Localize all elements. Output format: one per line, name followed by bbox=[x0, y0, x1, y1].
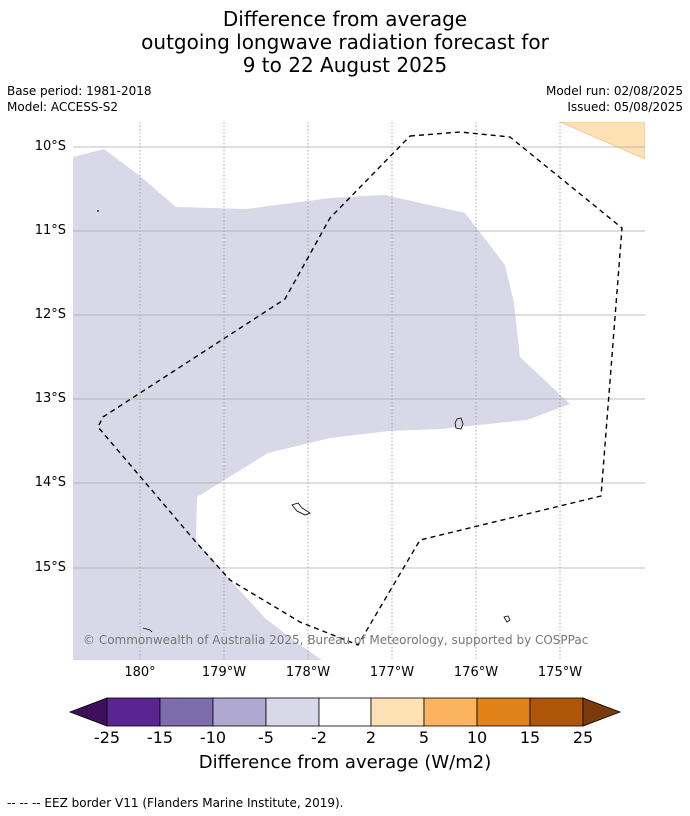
island-small-east bbox=[503, 615, 511, 623]
colorbar-tick: 10 bbox=[466, 728, 488, 747]
lon-label-175w: 175°W bbox=[537, 665, 583, 680]
eez-border bbox=[97, 131, 623, 646]
issued-date: Issued: 05/08/2025 bbox=[567, 100, 683, 114]
colorbar-segment bbox=[476, 697, 531, 727]
colorbar-tick: 5 bbox=[418, 728, 430, 747]
colorbar-tick: 2 bbox=[365, 728, 377, 747]
colorbar-arrow-low bbox=[68, 697, 108, 727]
lon-label-180: 180° bbox=[124, 665, 156, 680]
lat-label-14s: 14°S bbox=[34, 475, 66, 490]
colorbar-tick: 15 bbox=[519, 728, 541, 747]
latitude-gridlines bbox=[73, 146, 645, 569]
title-line-2: outgoing longwave radiation forecast for bbox=[141, 30, 549, 54]
lat-label-12s: 12°S bbox=[34, 307, 66, 322]
colorbar-tick: -25 bbox=[93, 728, 121, 747]
map-credit: © Commonwealth of Australia 2025, Bureau… bbox=[83, 633, 589, 647]
base-period: Base period: 1981-2018 bbox=[7, 84, 152, 98]
title-line-1: Difference from average bbox=[222, 7, 468, 31]
colorbar-arrow-high bbox=[582, 697, 622, 727]
meta-right: Model run: 02/08/2025 Issued: 05/08/2025 bbox=[546, 83, 683, 115]
colorbar-segment bbox=[106, 697, 161, 727]
colorbar-segment bbox=[529, 697, 584, 727]
lat-label-13s: 13°S bbox=[34, 391, 66, 406]
colorbar-segment bbox=[423, 697, 478, 727]
lon-label-177w: 177°W bbox=[369, 665, 415, 680]
model-name: Model: ACCESS-S2 bbox=[7, 100, 119, 114]
map-title: Difference from average outgoing longwav… bbox=[0, 8, 690, 77]
lat-label-10s: 10°S bbox=[34, 139, 66, 154]
colorbar-segment bbox=[159, 697, 214, 727]
meta-left: Base period: 1981-2018 Model: ACCESS-S2 bbox=[7, 83, 152, 115]
colorbar-label: Difference from average (W/m2) bbox=[198, 752, 492, 773]
model-run: Model run: 02/08/2025 bbox=[545, 84, 683, 98]
island-small-west bbox=[142, 627, 153, 633]
colorbar-tick: -10 bbox=[199, 728, 227, 747]
lon-label-179w: 179°W bbox=[201, 665, 247, 680]
colorbar-tick: -2 bbox=[311, 728, 327, 747]
colorbar-tick: -5 bbox=[258, 728, 274, 747]
longitude-gridlines bbox=[139, 122, 561, 660]
title-line-3: 9 to 22 August 2025 bbox=[242, 53, 448, 77]
colorbar-segment bbox=[265, 697, 320, 727]
positive-anomaly-region bbox=[559, 122, 645, 160]
colorbar bbox=[68, 697, 622, 727]
island-futuna bbox=[291, 502, 311, 516]
lon-label-176w: 176°W bbox=[453, 665, 499, 680]
colorbar-tick: -15 bbox=[146, 728, 174, 747]
colorbar-tick: 25 bbox=[572, 728, 594, 747]
colorbar-segment bbox=[212, 697, 267, 727]
colorbar-segment bbox=[318, 697, 372, 727]
negative-anomaly-region bbox=[73, 149, 570, 660]
lat-label-11s: 11°S bbox=[34, 223, 66, 238]
eez-footnote: -- -- -- EEZ border V11 (Flanders Marine… bbox=[7, 796, 344, 810]
lat-label-15s: 15°S bbox=[34, 560, 66, 575]
island-dot bbox=[97, 210, 99, 212]
colorbar-segment bbox=[370, 697, 425, 727]
lon-label-178w: 178°W bbox=[285, 665, 331, 680]
island-uvea bbox=[454, 417, 464, 430]
